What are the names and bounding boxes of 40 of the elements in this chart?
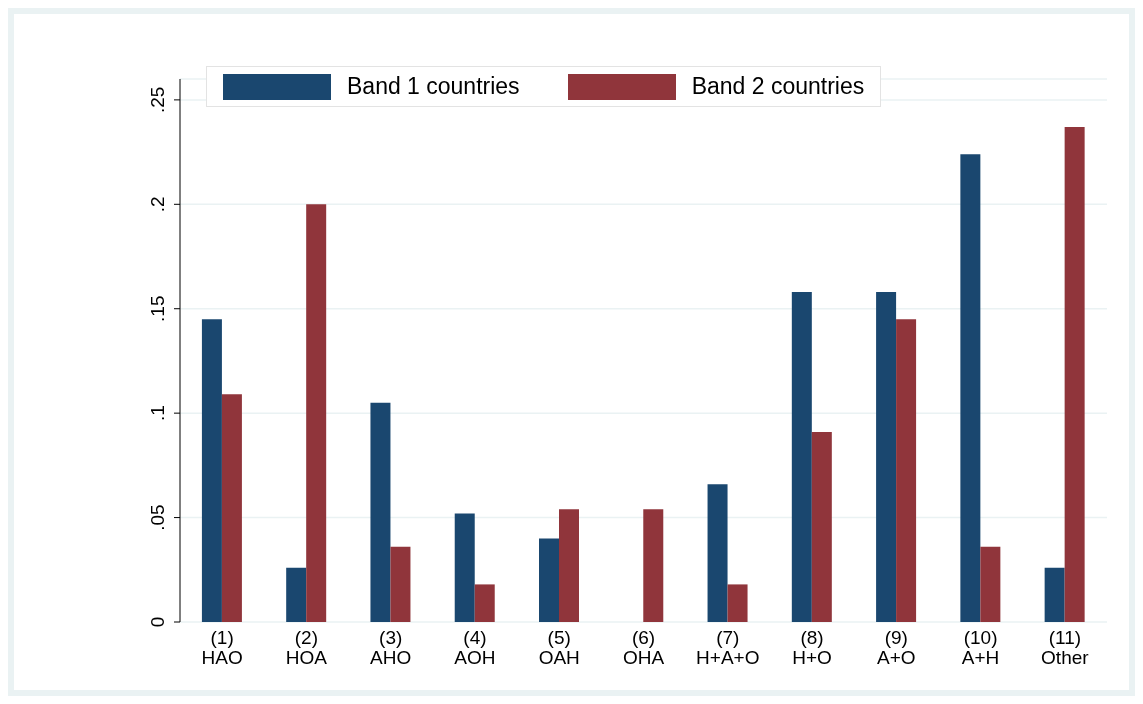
bar: [306, 204, 327, 622]
bar: [221, 394, 242, 622]
x-tick-label: (9) A+O: [877, 627, 916, 668]
x-tick-label: (8) H+O: [792, 627, 832, 668]
bar: [1064, 127, 1085, 622]
bar: [896, 319, 917, 622]
bar: [286, 567, 307, 622]
x-tick-label: (7) H+A+O: [696, 627, 760, 668]
x-tick-label: (11) Other: [1041, 627, 1090, 668]
bar: [727, 584, 748, 622]
bar: [791, 292, 812, 622]
x-tick-label: (6) OHA: [622, 627, 665, 668]
bar: [707, 484, 728, 622]
bar: [454, 513, 475, 622]
bar: [960, 154, 981, 622]
bar: [370, 402, 391, 622]
y-tick-label: .15: [147, 295, 168, 322]
bar: [811, 431, 832, 622]
bar: [980, 546, 1001, 622]
bar: [643, 509, 664, 622]
x-tick-label: (4) AOH: [454, 627, 496, 668]
y-tick-label: .1: [147, 405, 168, 422]
bar: [390, 546, 411, 622]
bar: [201, 319, 222, 622]
x-tick-label: (2) HOA: [285, 627, 328, 668]
bar: [559, 509, 579, 622]
y-tick-label: .2: [147, 196, 168, 213]
legend-label: Band 1 countries: [347, 73, 520, 100]
bar: [1044, 567, 1065, 622]
bar: [474, 584, 495, 622]
x-tick-label: (10) A+H: [961, 627, 1000, 668]
y-tick-label: .05: [147, 504, 168, 531]
x-tick-label: (1) HAO: [201, 627, 243, 668]
y-tick-label: .25: [147, 86, 168, 114]
bar: [876, 292, 897, 622]
legend-label: Band 2 countries: [691, 73, 865, 100]
bar: [539, 538, 559, 622]
x-tick-label: (3) AHO: [370, 627, 412, 668]
x-tick-label: (5) OAH: [538, 627, 580, 668]
y-tick-label: 0: [147, 616, 168, 628]
